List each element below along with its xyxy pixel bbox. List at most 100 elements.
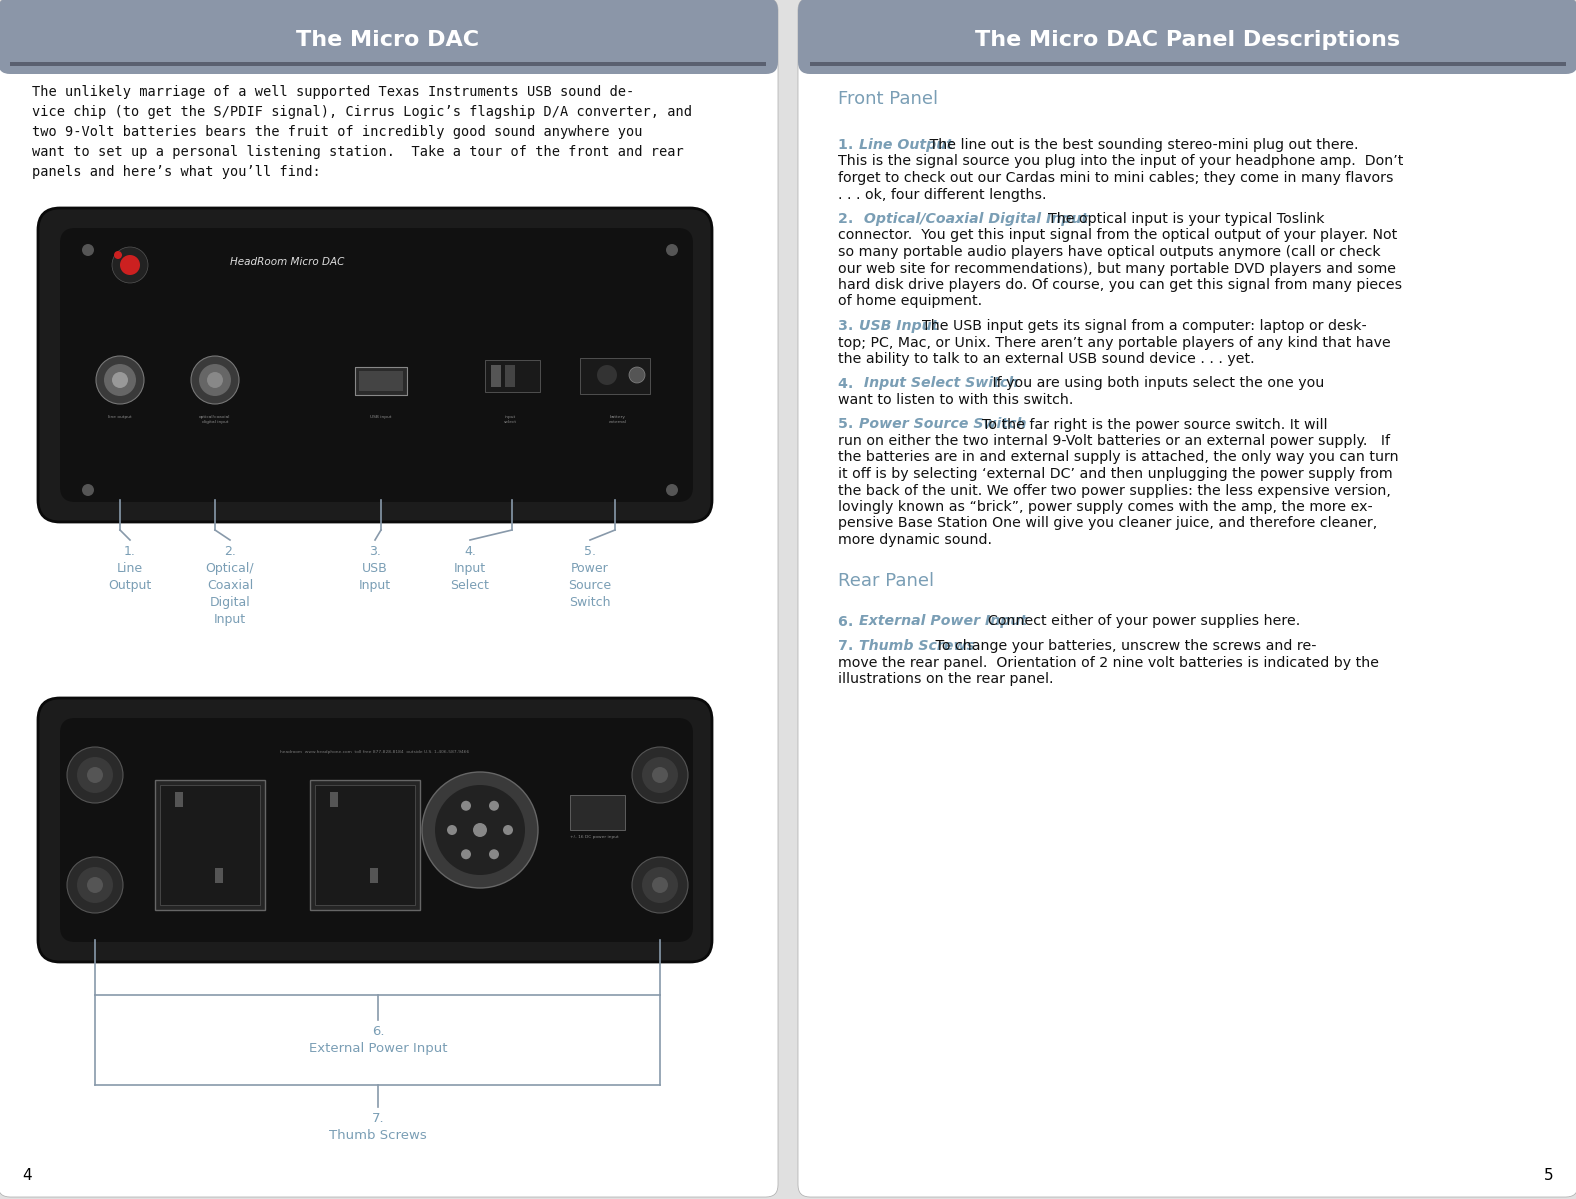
Circle shape	[667, 484, 678, 496]
Bar	[310, 781, 419, 910]
Bar	[580, 359, 649, 394]
Text: 6.: 6.	[372, 1025, 385, 1038]
Bar	[810, 62, 1567, 66]
Circle shape	[68, 857, 123, 912]
Circle shape	[104, 364, 136, 396]
Text: External Power Input: External Power Input	[309, 1042, 448, 1055]
Circle shape	[462, 801, 471, 811]
FancyBboxPatch shape	[0, 0, 779, 1197]
Text: Connect either of your power supplies here.: Connect either of your power supplies he…	[979, 615, 1300, 628]
Circle shape	[435, 785, 525, 875]
Text: lovingly known as “brick”, power supply comes with the amp, the more ex-: lovingly known as “brick”, power supply …	[838, 500, 1373, 514]
Circle shape	[597, 364, 616, 385]
Text: hard disk drive players do. Of course, you can get this signal from many pieces: hard disk drive players do. Of course, y…	[838, 278, 1403, 293]
Text: HeadRoom Micro DAC: HeadRoom Micro DAC	[230, 257, 345, 267]
Circle shape	[120, 255, 140, 275]
Circle shape	[87, 876, 102, 893]
FancyBboxPatch shape	[38, 207, 712, 522]
Circle shape	[629, 367, 645, 382]
Text: The unlikely marriage of a well supported Texas Instruments USB sound de-
vice c: The unlikely marriage of a well supporte…	[32, 85, 692, 179]
Text: 4.: 4.	[838, 376, 859, 391]
Text: 5: 5	[1544, 1168, 1554, 1183]
Bar	[485, 360, 541, 392]
Text: USB Input: USB Input	[859, 319, 938, 333]
Bar	[571, 795, 626, 830]
Circle shape	[641, 867, 678, 903]
Bar	[810, 40, 1567, 62]
Text: of home equipment.: of home equipment.	[838, 295, 982, 308]
Circle shape	[652, 767, 668, 783]
Text: the back of the unit. We offer two power supplies: the less expensive version,: the back of the unit. We offer two power…	[838, 483, 1392, 498]
Text: Thumb Screws: Thumb Screws	[859, 639, 976, 653]
Bar	[154, 781, 265, 910]
FancyBboxPatch shape	[60, 718, 693, 942]
Circle shape	[77, 867, 113, 903]
Text: headroom  www.headphone.com  toll free 877-828-8184  outside U.S. 1-406-587-9466: headroom www.headphone.com toll free 877…	[281, 751, 470, 754]
Circle shape	[96, 356, 143, 404]
Text: more dynamic sound.: more dynamic sound.	[838, 534, 991, 547]
Bar	[214, 868, 222, 882]
Text: Thumb Screws: Thumb Screws	[329, 1129, 427, 1141]
Text: USB input: USB input	[370, 415, 392, 418]
Text: To change your batteries, unscrew the screws and re-: To change your batteries, unscrew the sc…	[931, 639, 1316, 653]
Circle shape	[632, 747, 689, 803]
Circle shape	[448, 825, 457, 835]
Circle shape	[112, 247, 148, 283]
Text: 5.
Power
Source
Switch: 5. Power Source Switch	[569, 546, 611, 609]
Text: 1.: 1.	[838, 138, 859, 152]
Circle shape	[462, 849, 471, 860]
Circle shape	[77, 757, 113, 793]
Text: If you are using both inputs select the one you: If you are using both inputs select the …	[979, 376, 1324, 391]
Text: input
select: input select	[503, 415, 517, 423]
Text: To the far right is the power source switch. It will: To the far right is the power source swi…	[972, 417, 1327, 432]
Text: The optical input is your typical Toslink: The optical input is your typical Toslin…	[1039, 212, 1324, 225]
Bar	[504, 364, 515, 387]
Text: Front Panel: Front Panel	[838, 90, 938, 108]
Bar	[329, 793, 337, 807]
Text: the ability to talk to an external USB sound device . . . yet.: the ability to talk to an external USB s…	[838, 353, 1254, 366]
Circle shape	[87, 767, 102, 783]
Bar	[370, 868, 378, 882]
Text: 3.
USB
Input: 3. USB Input	[359, 546, 391, 592]
Text: 1.
Line
Output: 1. Line Output	[109, 546, 151, 592]
Bar	[315, 785, 414, 905]
Text: pensive Base Station One will give you cleaner juice, and therefore cleaner,: pensive Base Station One will give you c…	[838, 517, 1377, 530]
Text: The Micro DAC Panel Descriptions: The Micro DAC Panel Descriptions	[976, 30, 1401, 50]
Circle shape	[112, 372, 128, 388]
Text: 4.
Input
Select: 4. Input Select	[451, 546, 490, 592]
Text: line output: line output	[109, 415, 132, 418]
Text: 7.: 7.	[372, 1111, 385, 1125]
Text: connector.  You get this input signal from the optical output of your player. No: connector. You get this input signal fro…	[838, 229, 1398, 242]
Text: it off is by selecting ‘external DC’ and then unplugging the power supply from: it off is by selecting ‘external DC’ and…	[838, 466, 1393, 481]
Text: the batteries are in and external supply is attached, the only way you can turn: the batteries are in and external supply…	[838, 451, 1398, 464]
Text: The Micro DAC: The Micro DAC	[296, 30, 479, 50]
Text: . . . ok, four different lengths.: . . . ok, four different lengths.	[838, 187, 1046, 201]
Text: 2.
Optical/
Coaxial
Digital
Input: 2. Optical/ Coaxial Digital Input	[206, 546, 254, 626]
Circle shape	[191, 356, 240, 404]
Text: our web site for recommendations), but many portable DVD players and some: our web site for recommendations), but m…	[838, 261, 1396, 276]
Text: 4: 4	[22, 1168, 32, 1183]
Circle shape	[82, 484, 95, 496]
Bar	[161, 785, 260, 905]
FancyBboxPatch shape	[0, 0, 779, 74]
Circle shape	[82, 245, 95, 257]
Text: battery
external: battery external	[608, 415, 627, 423]
Circle shape	[632, 857, 689, 912]
Text: want to listen to with this switch.: want to listen to with this switch.	[838, 393, 1073, 406]
Text: 6.: 6.	[838, 615, 859, 628]
Circle shape	[68, 747, 123, 803]
Text: Rear Panel: Rear Panel	[838, 572, 935, 590]
Text: top; PC, Mac, or Unix. There aren’t any portable players of any kind that have: top; PC, Mac, or Unix. There aren’t any …	[838, 336, 1390, 349]
Text: Input Select Switch: Input Select Switch	[859, 376, 1018, 391]
Bar	[9, 40, 766, 62]
FancyBboxPatch shape	[797, 0, 1576, 1197]
Text: 5.: 5.	[838, 417, 859, 432]
Circle shape	[641, 757, 678, 793]
Bar	[9, 62, 766, 66]
Circle shape	[652, 876, 668, 893]
Text: forget to check out our Cardas mini to mini cables; they come in many flavors: forget to check out our Cardas mini to m…	[838, 171, 1393, 185]
Circle shape	[489, 849, 500, 860]
Text: run on either the two internal 9-Volt batteries or an external power supply.   I: run on either the two internal 9-Volt ba…	[838, 434, 1390, 448]
Bar	[492, 364, 501, 387]
Bar	[359, 370, 403, 391]
